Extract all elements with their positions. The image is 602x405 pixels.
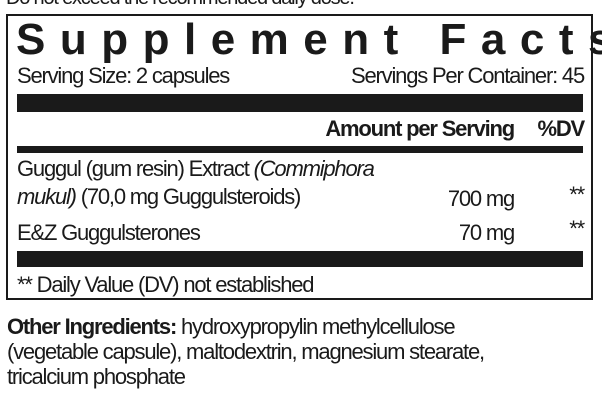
serving-size: Serving Size: 2 capsules [17, 63, 230, 88]
footnote: ** Daily Value (DV) not established [17, 272, 315, 297]
ingredient-latin-name: (Commiphora [253, 156, 375, 181]
other-ingredients-line1: Other Ingredients: hydroxypropylin methy… [7, 314, 456, 339]
other-ingredients-label: Other Ingredients: [7, 314, 177, 339]
other-ingredients-text: hydroxypropylin methylcellulose [176, 314, 456, 339]
amount-guggulsterones: 70 mg [458, 220, 515, 245]
ingredient-name-guggulsterones: E&Z Guggulsterones [17, 220, 201, 245]
amount-header: Amount per Serving [325, 116, 515, 141]
thick-divider [17, 94, 583, 112]
amount-guggul: 700 mg [447, 186, 515, 211]
other-ingredients-line2: (vegetable capsule), maltodextrin, magne… [7, 339, 485, 364]
supplement-facts-panel [6, 14, 593, 300]
ingredient-latin-name: mukul) [17, 184, 77, 209]
ingredient-name-text: (70,0 mg Guggulsteroids) [75, 184, 302, 209]
ingredient-name-text: Guggul (gum resin) Extract [17, 156, 254, 181]
dv-guggulsterones: ** [569, 216, 585, 241]
thin-divider [17, 146, 583, 153]
ingredient-name-guggul: Guggul (gum resin) Extract (Commiphora [17, 156, 375, 181]
dosage-warning: Do not exceed the recommended daily dose… [6, 0, 355, 8]
dv-header: %DV [537, 116, 585, 141]
servings-per-container: Servings Per Container: 45 [351, 63, 585, 88]
ingredient-name-guggul-line2: mukul) (70,0 mg Guggulsteroids) [17, 184, 302, 209]
dv-guggul: ** [569, 182, 585, 207]
panel-title: Supplement Facts [16, 15, 602, 64]
other-ingredients-line3: tricalcium phosphate [7, 364, 186, 389]
thick-divider [17, 251, 583, 267]
